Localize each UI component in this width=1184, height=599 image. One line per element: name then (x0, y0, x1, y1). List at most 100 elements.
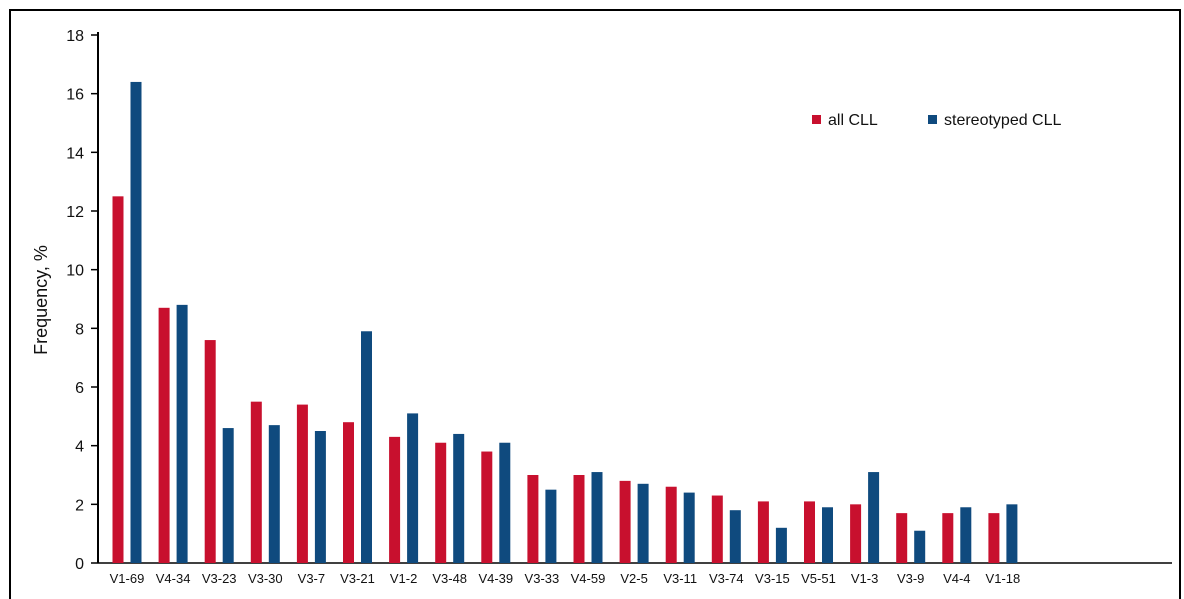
category-group (573, 472, 603, 563)
bar-all-cll (435, 442, 447, 563)
bar-stereotyped-cll (868, 472, 880, 563)
bar-stereotyped-cll (683, 492, 695, 563)
category-group (250, 401, 280, 563)
category-group (619, 480, 649, 563)
category-group (711, 495, 741, 563)
bar-all-cll (619, 480, 631, 563)
x-tick-label: V1-2 (390, 571, 417, 586)
bar-all-cll (757, 501, 769, 563)
y-tick-label: 6 (75, 380, 84, 397)
category-group (850, 472, 880, 563)
legend-item-all-cll: all CLL (812, 112, 878, 129)
legend-label: all CLL (828, 112, 878, 129)
x-tick-label: V4-39 (478, 571, 513, 586)
chart-frame (9, 9, 1181, 599)
bar-all-cll (204, 340, 216, 563)
bar-all-cll (343, 422, 354, 563)
bar-all-cll (804, 501, 815, 563)
bar-stereotyped-cll (822, 507, 833, 563)
x-tick-label: V2-5 (620, 571, 647, 586)
bar-all-cll (711, 495, 723, 563)
category-group (804, 501, 833, 563)
x-tick-label: V3-23 (202, 571, 237, 586)
x-axis: V1-69 V4-34 V3-23 V3-30 V3-7 V3-21 V1-2 V3-48 V4… (98, 562, 1172, 586)
bar-stereotyped-cll (775, 527, 787, 563)
bar-all-cll (527, 475, 539, 563)
x-tick-label: V5-51 (801, 571, 836, 586)
bar-stereotyped-cll (453, 433, 465, 563)
y-tick-label: 8 (75, 321, 84, 338)
category-group (343, 331, 372, 563)
bar-stereotyped-cll (960, 507, 972, 563)
bar-all-cll (665, 486, 677, 563)
y-tick-label: 14 (66, 145, 84, 162)
x-tick-label: V3-15 (755, 571, 790, 586)
bar-stereotyped-cll (176, 304, 188, 563)
legend-label: stereotyped CLL (944, 112, 1062, 129)
y-tick-label: 4 (75, 439, 84, 456)
x-tick-label: V1-18 (986, 571, 1021, 586)
category-group (988, 504, 1018, 563)
x-tick-label: V3-9 (897, 571, 924, 586)
category-group (389, 413, 419, 563)
x-tick-label: V3-30 (248, 571, 283, 586)
x-tick-label: V3-11 (663, 571, 697, 586)
category-group (896, 513, 926, 563)
category-group (481, 442, 511, 563)
x-tick-label: V1-69 (110, 571, 145, 586)
y-axis: 0 2 4 6 8 10 12 14 16 18 (66, 28, 99, 573)
category-group (112, 81, 142, 564)
legend: all CLL stereotyped CLL (812, 112, 1062, 129)
x-tick-label: V4-59 (571, 571, 606, 586)
bar-stereotyped-cll (222, 428, 234, 563)
x-tick-label: V3-33 (525, 571, 560, 586)
category-group (204, 340, 234, 563)
category-group (527, 475, 557, 563)
bar-stereotyped-cll (314, 431, 326, 563)
y-tick-label: 2 (75, 497, 84, 514)
bar-stereotyped-cll (407, 413, 419, 563)
bar-all-cll (573, 475, 585, 563)
legend-swatch (928, 115, 937, 124)
bar-stereotyped-cll (637, 483, 649, 563)
bar-stereotyped-cll (499, 442, 511, 563)
y-tick-label: 0 (75, 556, 84, 573)
legend-swatch (812, 115, 821, 124)
bar-stereotyped-cll (591, 472, 603, 563)
bar-all-cll (988, 513, 1000, 563)
y-tick-label: 16 (66, 87, 84, 104)
bars (112, 81, 1018, 564)
bar-stereotyped-cll (268, 425, 280, 563)
category-group (296, 404, 326, 563)
bar-stereotyped-cll (729, 510, 741, 563)
bar-all-cll (389, 436, 401, 563)
category-group (757, 501, 787, 563)
bar-stereotyped-cll (361, 331, 372, 563)
bar-stereotyped-cll (914, 530, 926, 563)
y-tick-label: 12 (66, 204, 84, 221)
x-tick-label: V4-4 (943, 571, 970, 586)
category-group (942, 507, 972, 563)
x-tick-label: V1-3 (851, 571, 878, 586)
bar-all-cll (112, 196, 124, 564)
bar-all-cll (250, 401, 262, 563)
y-tick-label: 18 (66, 28, 84, 45)
x-tick-label: V3-48 (432, 571, 467, 586)
x-tick-label: V3-7 (298, 571, 325, 586)
x-tick-label: V3-74 (709, 571, 744, 586)
legend-item-stereotyped-cll: stereotyped CLL (928, 112, 1062, 129)
y-axis-title: Frequency, % (31, 245, 51, 355)
bar-all-cll (296, 404, 308, 563)
bar-all-cll (942, 513, 954, 563)
x-tick-label: V3-21 (340, 571, 375, 586)
y-tick-label: 10 (66, 263, 84, 280)
bar-stereotyped-cll (1006, 504, 1018, 563)
bar-all-cll (158, 307, 170, 563)
bar-all-cll (481, 451, 493, 563)
category-group (435, 433, 465, 563)
bar-all-cll (850, 504, 862, 563)
bar-stereotyped-cll (130, 81, 142, 563)
category-group (665, 486, 695, 563)
category-group (158, 304, 188, 563)
